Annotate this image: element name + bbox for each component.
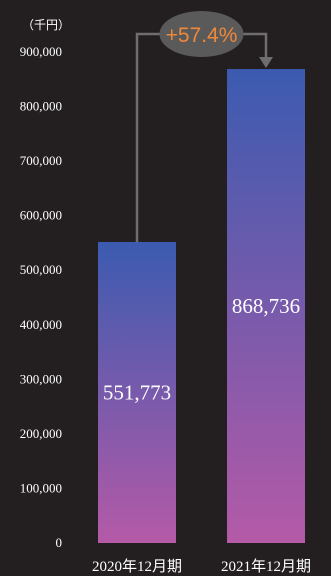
arrowhead-icon — [259, 57, 273, 69]
y-tick-label: 200,000 — [20, 426, 62, 441]
y-tick-label: 500,000 — [20, 262, 62, 277]
x-category-label: 2021年12月期 — [221, 558, 311, 575]
y-tick-label: 600,000 — [20, 208, 62, 223]
growth-rate-label: +57.4% — [166, 24, 238, 47]
bar-value-label: 551,773 — [103, 380, 171, 404]
y-tick-label: 100,000 — [20, 480, 62, 495]
y-tick-label: 800,000 — [20, 99, 62, 114]
y-tick-label: 300,000 — [20, 371, 62, 386]
y-tick-label: 900,000 — [20, 44, 62, 59]
y-axis-unit: （千円） — [22, 18, 70, 32]
y-tick-label: 700,000 — [20, 153, 62, 168]
bar-2 — [227, 69, 305, 544]
x-category-label: 2020年12月期 — [92, 558, 182, 575]
y-tick-label: 0 — [56, 535, 63, 550]
growth-badge — [159, 11, 244, 57]
bar-1 — [98, 241, 176, 543]
y-tick-label: 400,000 — [20, 317, 62, 332]
bar-value-label: 868,736 — [232, 294, 300, 318]
